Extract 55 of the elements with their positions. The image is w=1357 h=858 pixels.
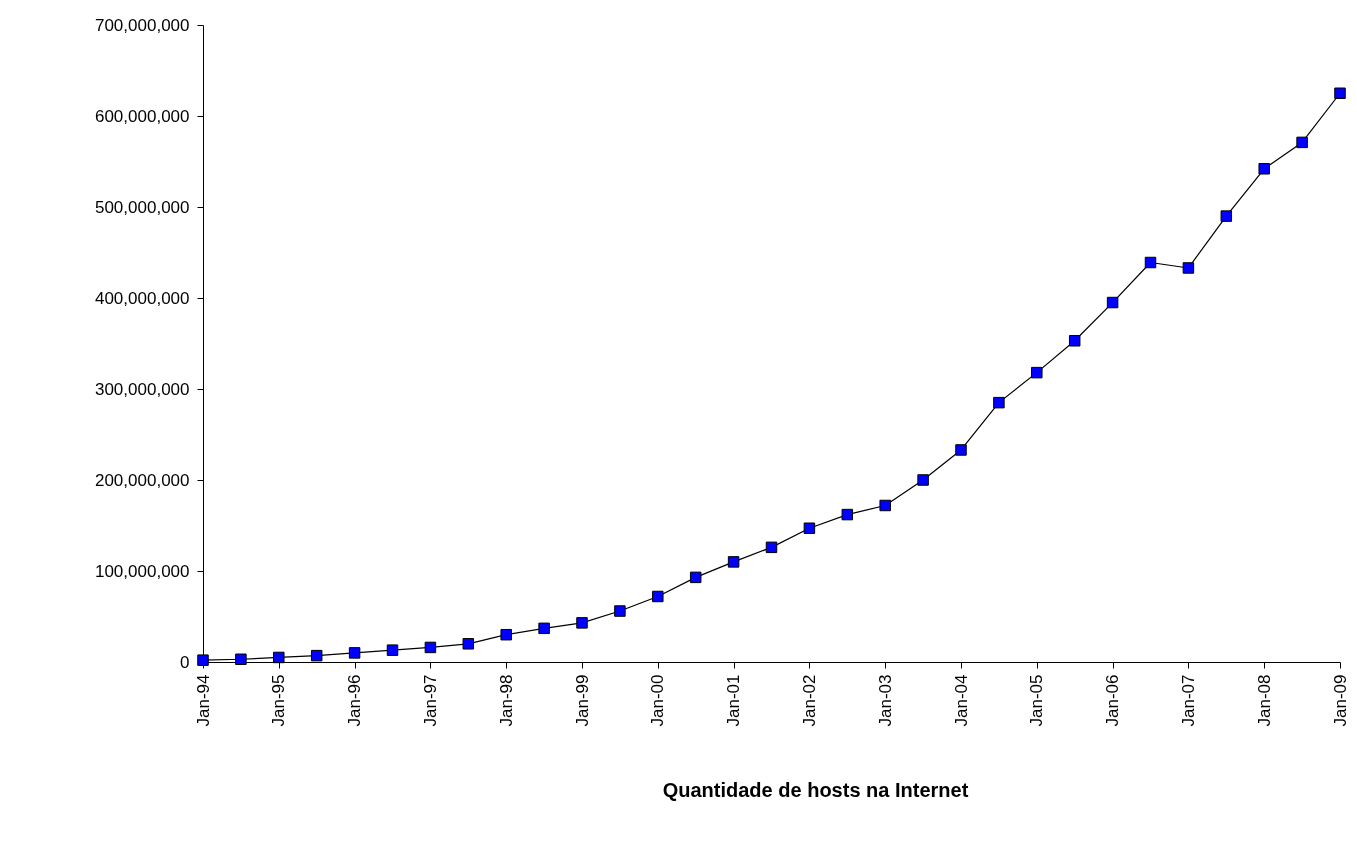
point (803, 522, 816, 534)
point (538, 622, 550, 635)
x-tick-label: Jan-95 (269, 674, 289, 727)
x-tick-label: Jan-03 (875, 674, 895, 727)
point (841, 508, 854, 521)
y-tick-label: 500,000,000 (94, 197, 190, 217)
y-tick-label: 200,000,000 (94, 470, 190, 490)
point (424, 641, 437, 654)
x-tick-label: Jan-99 (572, 674, 592, 727)
point (386, 644, 399, 656)
point (576, 617, 588, 629)
point (727, 556, 740, 568)
point (1182, 262, 1195, 274)
point (879, 499, 891, 512)
point (348, 647, 361, 659)
y-tick-label: 300,000,000 (94, 379, 190, 399)
point (462, 638, 475, 650)
point (1031, 366, 1043, 379)
x-axis-title: Quantidade de hosts na Internet (662, 779, 969, 802)
point (689, 571, 702, 584)
x-tick-label: Jan-00 (648, 674, 668, 727)
point (235, 653, 247, 666)
point (273, 651, 285, 664)
point (1296, 136, 1308, 149)
point (614, 605, 626, 617)
x-tick-label: Jan-05 (1027, 674, 1047, 727)
y-tick-label: 400,000,000 (94, 288, 190, 308)
x-tick-label: Jan-04 (951, 674, 971, 727)
x-tick-label: Jan-96 (345, 674, 365, 727)
point (917, 474, 929, 486)
point (1334, 87, 1346, 99)
x-tick-label: Jan-01 (724, 674, 744, 727)
y-tick-label: 100,000,000 (94, 561, 190, 581)
point (1220, 210, 1233, 222)
point (310, 649, 323, 662)
point (1258, 163, 1270, 175)
x-tick-label: Jan-02 (799, 674, 819, 727)
point (1068, 335, 1081, 347)
x-tick-label: Jan-09 (1330, 674, 1350, 727)
x-tick-label: Jan-06 (1103, 674, 1123, 727)
x-tick-label: Jan-08 (1254, 674, 1274, 727)
point (652, 590, 664, 603)
x-tick-label: Jan-94 (193, 674, 213, 727)
y-tick-label: 700,000,000 (94, 15, 190, 35)
point (500, 628, 512, 641)
point (993, 396, 1005, 409)
x-tick-label: Jan-98 (496, 674, 516, 727)
point (1106, 296, 1119, 309)
point (1144, 256, 1157, 269)
x-tick-label: Jan-97 (420, 674, 440, 727)
y-tick-label: 600,000,000 (94, 106, 190, 126)
x-tick-label: Jan-07 (1178, 674, 1198, 727)
point (955, 444, 967, 456)
point (765, 541, 778, 554)
y-tick-label: 0 (180, 652, 190, 672)
